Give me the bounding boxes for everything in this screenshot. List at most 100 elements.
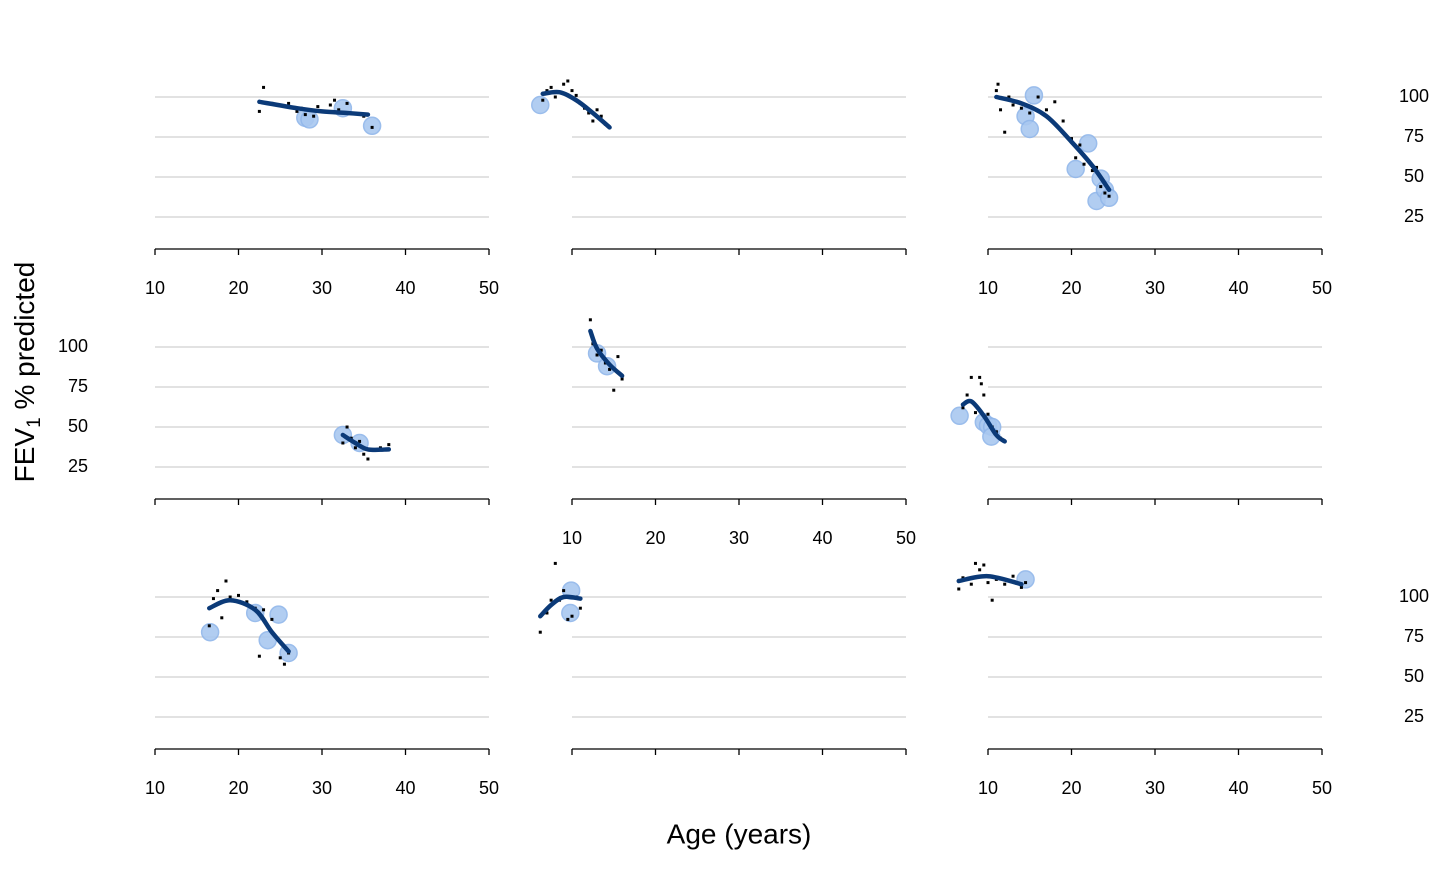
point	[612, 388, 616, 392]
y-tick-label: 25	[1404, 206, 1424, 226]
point	[262, 85, 266, 89]
y-tick-label: 50	[1404, 166, 1424, 186]
point	[270, 617, 274, 621]
point	[979, 382, 983, 386]
x-tick-label: 20	[228, 778, 248, 798]
point	[366, 457, 370, 461]
point	[978, 568, 982, 572]
point	[257, 654, 261, 658]
point	[362, 452, 366, 456]
point	[553, 95, 557, 99]
y-tick-label: 75	[68, 376, 88, 396]
point	[574, 93, 578, 97]
point	[1011, 574, 1015, 578]
y-tick-label: 75	[1404, 126, 1424, 146]
highlight-point	[531, 95, 550, 115]
point	[341, 441, 345, 445]
smooth-line	[588, 328, 625, 379]
point	[545, 611, 549, 615]
point	[1036, 95, 1040, 99]
x-tick-label: 30	[1145, 278, 1165, 298]
point	[295, 109, 299, 113]
point	[986, 581, 990, 585]
point	[990, 598, 994, 602]
x-tick-label: 50	[1312, 778, 1332, 798]
point	[1107, 194, 1111, 198]
point	[282, 662, 286, 666]
x-tick-label: 40	[395, 778, 415, 798]
smooth-line	[994, 94, 1112, 193]
point	[220, 616, 224, 620]
x-tick-label: 30	[312, 278, 332, 298]
x-tick-label: 30	[1145, 778, 1165, 798]
smooth-line	[340, 432, 392, 453]
x-tick-label: 10	[562, 528, 582, 548]
point	[973, 561, 977, 565]
y-tick-label: 50	[1404, 666, 1424, 686]
point	[316, 105, 320, 109]
point	[257, 109, 261, 113]
x-axis-label: Age (years)	[667, 818, 812, 849]
y-label-main: FEV	[9, 428, 40, 483]
point	[996, 82, 1000, 86]
x-tick-label: 20	[645, 528, 665, 548]
point	[337, 108, 341, 112]
point	[216, 589, 220, 593]
x-tick-label: 10	[145, 278, 165, 298]
x-tick-label: 50	[1312, 278, 1332, 298]
point	[566, 617, 570, 621]
point	[1028, 111, 1032, 115]
point	[965, 393, 969, 397]
y-label-rest: % predicted	[9, 262, 40, 418]
x-tick-label: 40	[395, 278, 415, 298]
y-tick-label: 75	[1404, 626, 1424, 646]
point	[1082, 162, 1086, 166]
x-tick-label: 30	[312, 778, 332, 798]
x-tick-label: 40	[1228, 778, 1248, 798]
point	[1103, 191, 1107, 195]
point	[549, 85, 553, 89]
highlight-point	[561, 603, 580, 623]
point	[978, 375, 982, 379]
point	[328, 103, 332, 107]
point	[595, 353, 599, 357]
point	[986, 412, 990, 416]
point	[278, 656, 282, 660]
point	[957, 587, 961, 591]
point	[1011, 103, 1015, 107]
point	[287, 101, 291, 105]
point	[599, 348, 603, 352]
point	[599, 114, 603, 118]
point	[545, 89, 549, 93]
point	[616, 355, 620, 359]
x-tick-label: 30	[729, 528, 749, 548]
x-tick-label: 10	[145, 778, 165, 798]
point	[1003, 582, 1007, 586]
smooth-line	[960, 398, 1007, 444]
highlight-point	[1020, 119, 1039, 139]
smooth-line	[538, 594, 583, 619]
point	[549, 598, 553, 602]
x-tick-label: 50	[479, 278, 499, 298]
smooth-line	[257, 99, 371, 117]
point	[969, 375, 973, 379]
point	[262, 608, 266, 612]
highlight-point	[597, 356, 617, 376]
point	[994, 89, 998, 93]
point	[1095, 165, 1099, 169]
point	[570, 614, 574, 618]
point	[224, 579, 228, 583]
y-tick-label: 50	[68, 416, 88, 436]
x-tick-label: 10	[978, 778, 998, 798]
point	[591, 119, 595, 123]
point	[538, 630, 542, 634]
highlight-point	[1024, 86, 1044, 105]
y-tick-label: 25	[1404, 706, 1424, 726]
highlight-point	[300, 110, 319, 129]
point	[1061, 119, 1065, 123]
point	[566, 79, 570, 83]
highlight-point	[200, 622, 220, 642]
point	[570, 89, 574, 93]
point	[358, 439, 362, 443]
